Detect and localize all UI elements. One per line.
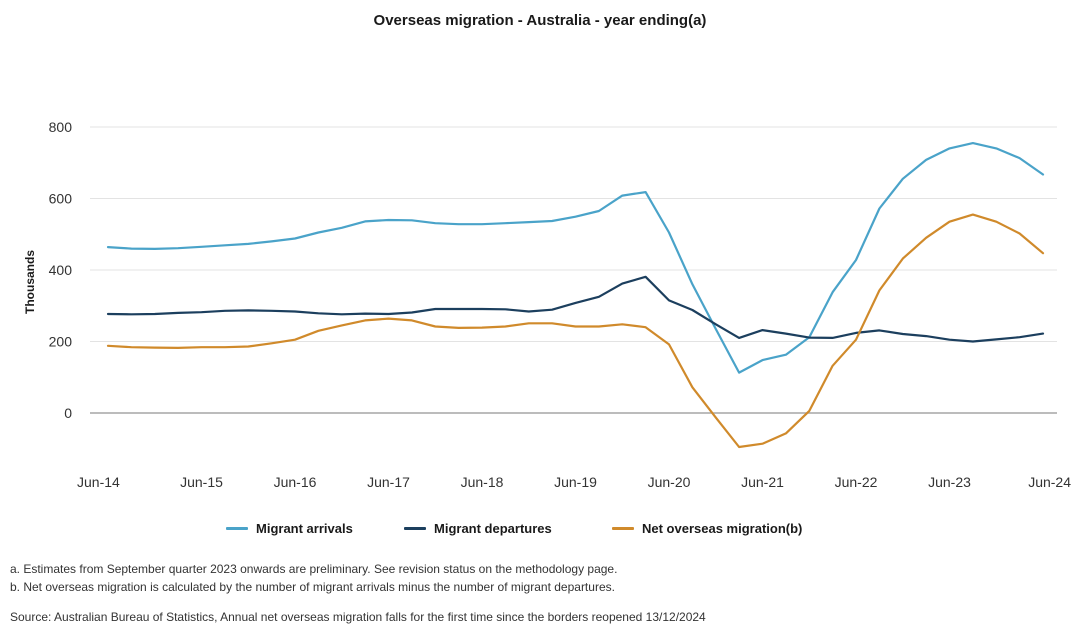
legend-item-departures[interactable]: Migrant departures (404, 521, 552, 536)
y-tick-label: 200 (49, 334, 73, 350)
footnote-a: a. Estimates from September quarter 2023… (10, 562, 618, 576)
x-tick-label: Jun-17 (367, 474, 410, 490)
legend-label-departures: Migrant departures (434, 521, 552, 536)
x-tick-label: Jun-19 (554, 474, 597, 490)
y-tick-label: 400 (49, 262, 73, 278)
y-axis-label: Thousands (23, 250, 37, 314)
y-tick-label: 800 (49, 119, 73, 135)
legend-label-arrivals: Migrant arrivals (256, 521, 353, 536)
x-tick-label: Jun-18 (461, 474, 504, 490)
x-tick-label: Jun-15 (180, 474, 223, 490)
series-line-3 (106, 213, 1045, 449)
chart-title: Overseas migration - Australia - year en… (373, 12, 707, 29)
series-line-1 (106, 142, 1045, 374)
footnote-b: b. Net overseas migration is calculated … (10, 580, 615, 594)
x-tick-label: Jun-21 (741, 474, 784, 490)
x-tick-label: Jun-23 (928, 474, 971, 490)
y-tick-label: 600 (49, 191, 73, 207)
y-tick-label: 0 (64, 405, 72, 421)
legend-item-net[interactable]: Net overseas migration(b) (612, 521, 802, 536)
x-tick-label: Jun-22 (835, 474, 878, 490)
series-line-2 (106, 275, 1045, 343)
legend-item-arrivals[interactable]: Migrant arrivals (226, 521, 353, 536)
x-tick-label: Jun-24 (1028, 474, 1071, 490)
chart-legend: Migrant arrivals Migrant departures Net … (0, 521, 1080, 541)
source-note: Source: Australian Bureau of Statistics,… (10, 610, 706, 624)
legend-swatch-net (612, 527, 634, 530)
legend-label-net: Net overseas migration(b) (642, 521, 803, 536)
legend-swatch-departures (404, 527, 426, 530)
x-tick-label: Jun-16 (274, 474, 317, 490)
x-tick-label: Jun-14 (77, 474, 120, 490)
x-tick-label: Jun-20 (648, 474, 691, 490)
footnotes: a. Estimates from September quarter 2023… (10, 560, 617, 596)
legend-swatch-arrivals (226, 527, 248, 530)
line-chart: 0 200 400 600 800 Thousands Jun-14 Jun-15 Jun-16… (23, 119, 1071, 490)
